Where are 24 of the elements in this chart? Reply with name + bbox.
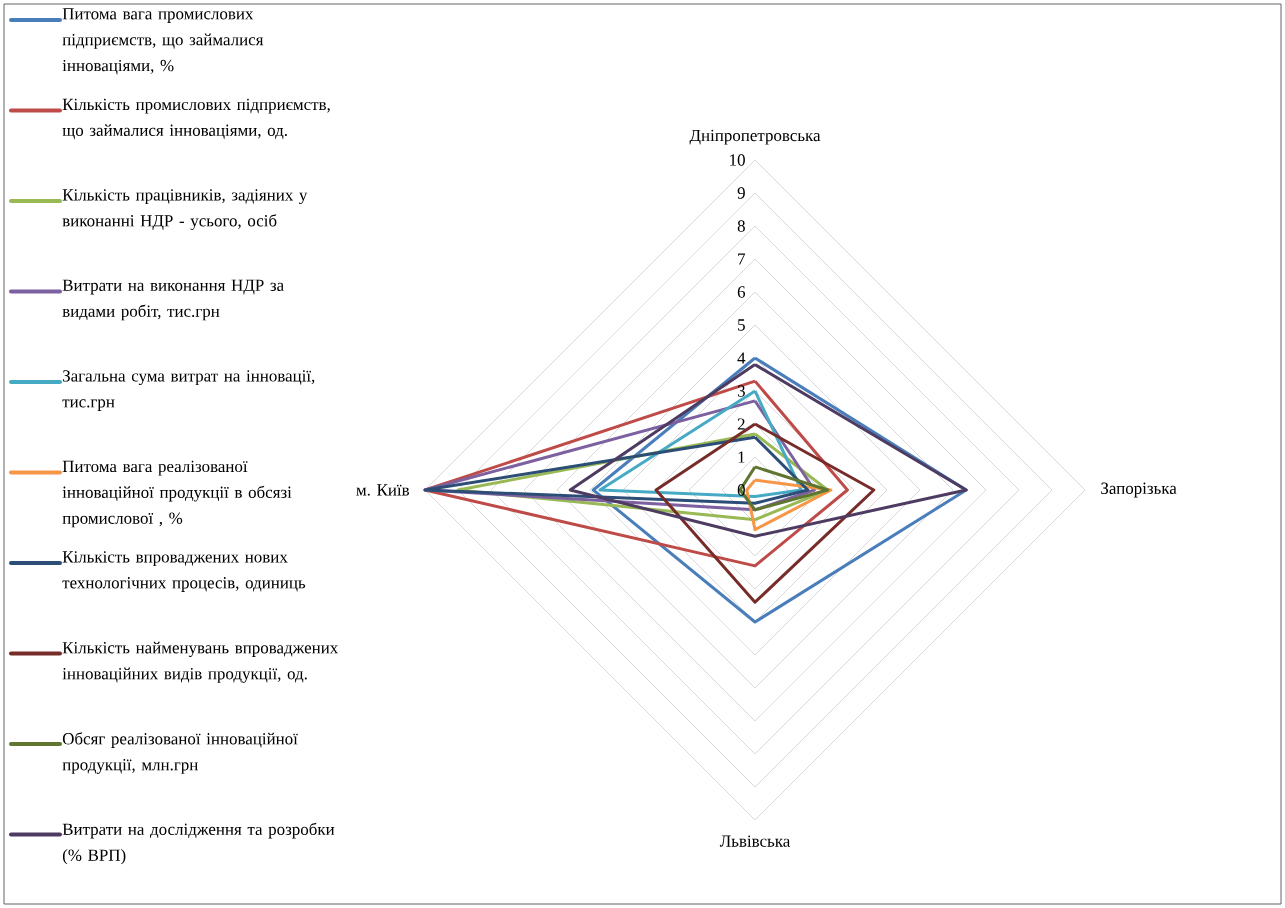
legend-label: Витрати на дослідження та розробки (% ВРП) — [62, 822, 335, 865]
y-tick-label: 1 — [738, 451, 745, 463]
legend-label: Кількість працівників, задіяних у виконанні НДР - усього, осіб — [62, 189, 308, 230]
y-tick-label: 8 — [737, 220, 745, 232]
y-tick-label: 4 — [737, 352, 746, 364]
y-tick-label: 10 — [730, 154, 745, 166]
spoke-label: Львівська — [719, 835, 791, 847]
legend-label: Обсяг реалізованої інноваційної продукції, млн.грн — [62, 732, 298, 774]
legend-label: Кількість найменувань впроваджених інноваційних видів продукції, од. — [62, 641, 339, 683]
y-tick-label: 6 — [737, 286, 746, 298]
legend-label: Питома вага промислових підприємств, що займалися інноваціями, % — [62, 8, 264, 75]
legend-label: Кількість впроваджених нових технологічних процесів, одиниць — [62, 551, 306, 592]
y-tick-label: 9 — [737, 187, 745, 199]
spoke-label: м. Київ — [356, 484, 410, 496]
spoke-label: Дніпропетровська — [689, 129, 821, 145]
legend-label: Загальна сума витрат на інновації, тис.грн — [62, 370, 315, 411]
y-tick-label: 5 — [738, 319, 745, 331]
legend-label: Витрати на виконання НДР за видами робіт, тис.грн — [62, 279, 284, 321]
y-tick-label: 2 — [737, 418, 745, 430]
legend-label: Кількість промислових підприємств, що займалися інноваціями, од. — [62, 98, 330, 140]
y-tick-label: 7 — [738, 253, 746, 265]
y-tick-label: 3 — [737, 385, 745, 397]
spoke-label: Запорізька — [1101, 482, 1177, 498]
legend-label: Питома вага реалізованої інноваційної продукції в обсязі промислової , % — [62, 460, 292, 528]
